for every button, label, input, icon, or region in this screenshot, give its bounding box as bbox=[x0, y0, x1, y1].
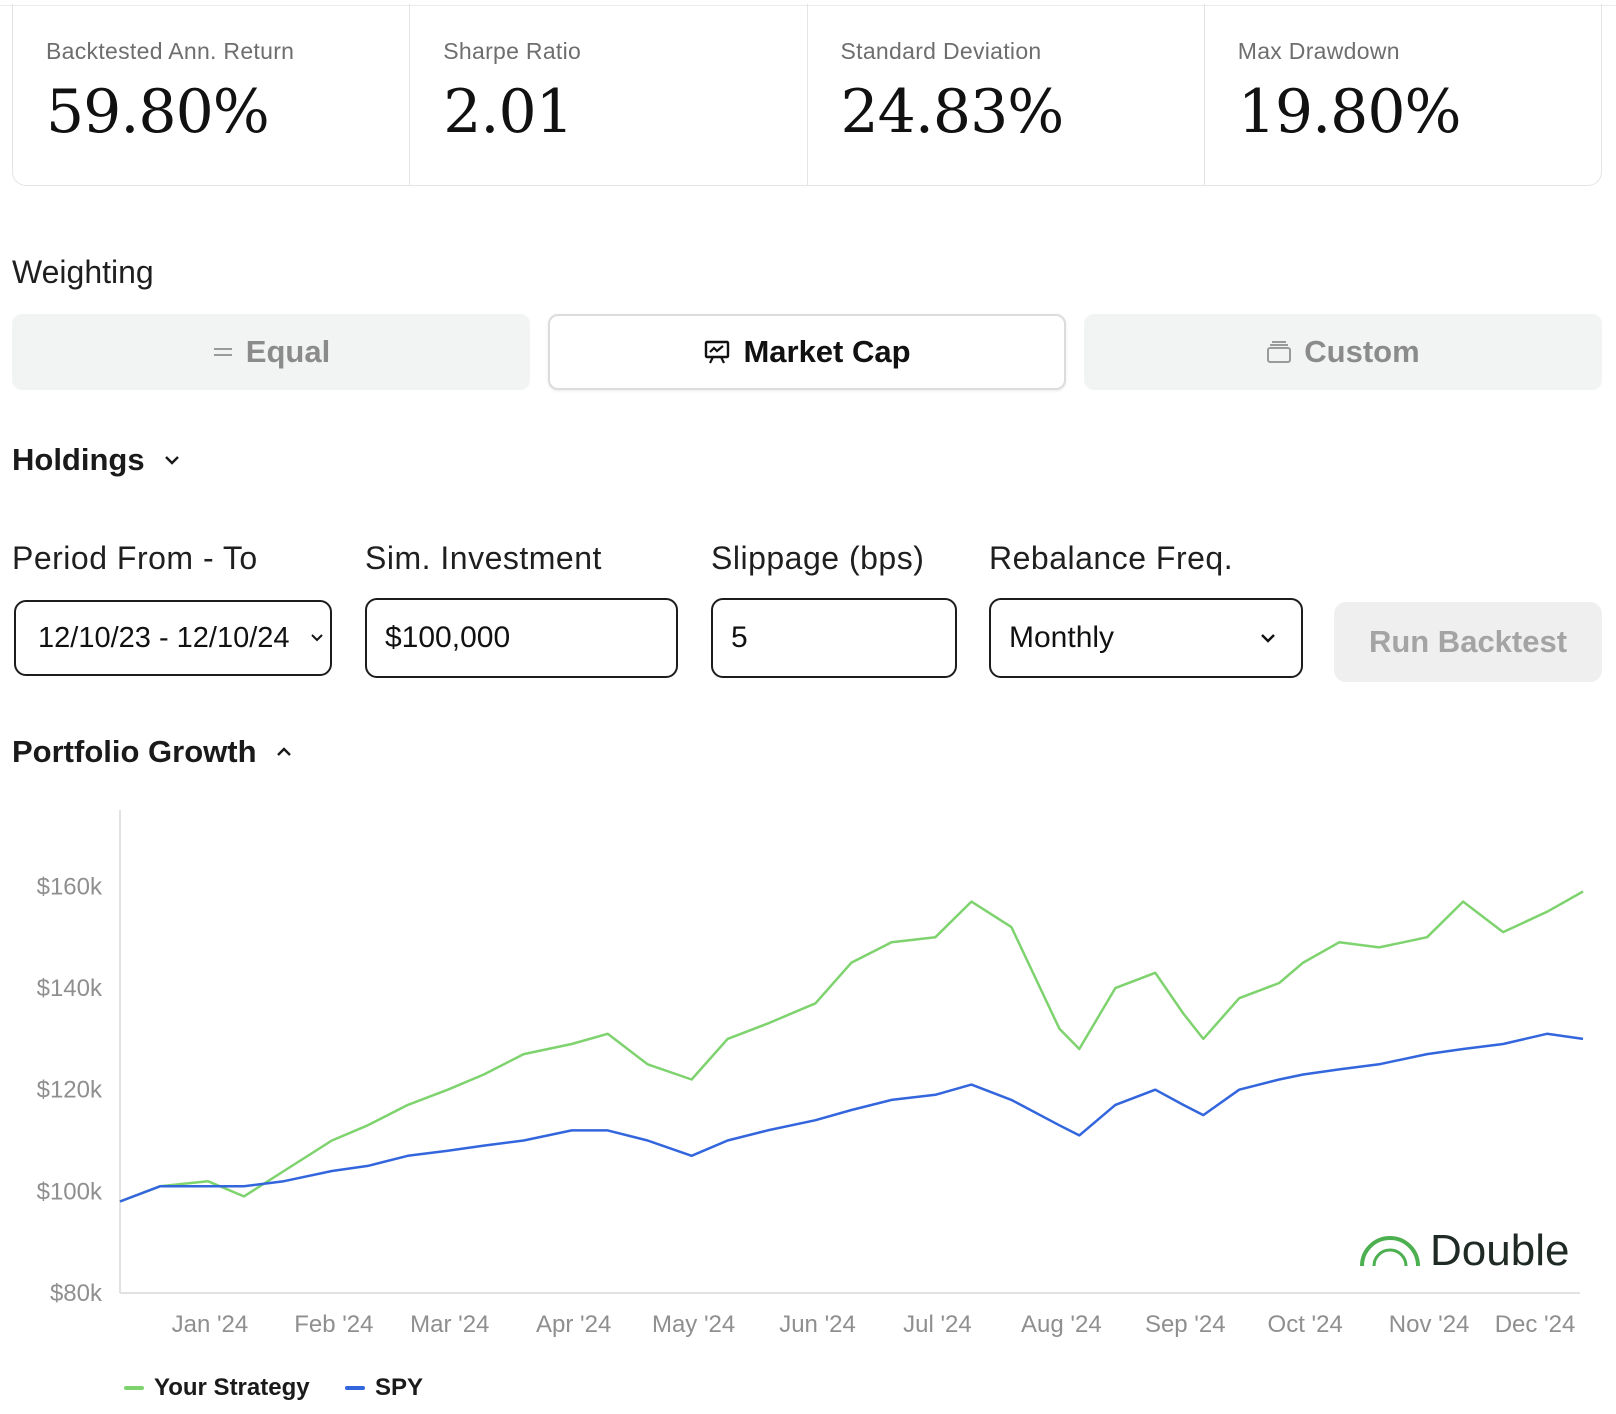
holdings-toggle[interactable]: Holdings bbox=[12, 442, 181, 478]
rebalance-label: Rebalance Freq. bbox=[989, 540, 1234, 576]
double-logo: Double bbox=[1360, 1226, 1569, 1275]
weighting-custom-button[interactable]: Custom bbox=[1084, 314, 1602, 390]
weighting-market-cap-label: Market Cap bbox=[743, 334, 911, 369]
chevron-up-icon bbox=[275, 746, 293, 758]
run-backtest-button[interactable]: Run Backtest bbox=[1334, 602, 1602, 682]
legend-label: Your Strategy bbox=[154, 1374, 310, 1401]
equals-icon bbox=[212, 344, 234, 360]
holdings-label: Holdings bbox=[12, 442, 145, 477]
rebalance-value: Monthly bbox=[1009, 621, 1115, 654]
x-tick-label: Mar '24 bbox=[410, 1311, 489, 1338]
investment-label: Sim. Investment bbox=[365, 540, 602, 576]
legend-swatch-spy bbox=[345, 1386, 365, 1390]
stat-value: 59.80% bbox=[46, 77, 270, 147]
x-tick-label: Jan '24 bbox=[172, 1311, 249, 1338]
stat-annual-return: Backtested Ann. Return 59.80% bbox=[13, 4, 411, 185]
stat-max-drawdown: Max Drawdown 19.80% bbox=[1205, 4, 1601, 185]
x-tick-label: Jul '24 bbox=[903, 1311, 972, 1338]
weighting-custom-label: Custom bbox=[1304, 334, 1420, 369]
x-tick-label: May '24 bbox=[652, 1311, 735, 1338]
legend-item-strategy: Your Strategy bbox=[124, 1374, 310, 1402]
stats-panel: Backtested Ann. Return 59.80% Sharpe Rat… bbox=[12, 4, 1602, 186]
period-value: 12/10/23 - 12/10/24 bbox=[38, 621, 290, 654]
x-tick-label: Feb '24 bbox=[294, 1311, 373, 1338]
stat-label: Backtested Ann. Return bbox=[46, 38, 295, 64]
stat-value: 2.01 bbox=[443, 77, 574, 147]
x-tick-label: Jun '24 bbox=[779, 1311, 856, 1338]
legend-item-spy: SPY bbox=[345, 1374, 423, 1402]
slippage-input[interactable]: 5 bbox=[711, 598, 957, 678]
stat-label: Max Drawdown bbox=[1237, 38, 1400, 64]
period-label: Period From - To bbox=[12, 540, 258, 576]
y-tick-label: $100k bbox=[37, 1178, 103, 1205]
period-select[interactable]: 12/10/23 - 12/10/24 bbox=[14, 600, 332, 676]
y-tick-label: $80k bbox=[50, 1280, 103, 1307]
x-tick-label: Oct '24 bbox=[1268, 1311, 1343, 1338]
investment-value: $100,000 bbox=[385, 621, 511, 654]
double-logo-text: Double bbox=[1430, 1226, 1569, 1275]
series-line-spy bbox=[119, 1032, 1584, 1203]
stat-sharpe-ratio: Sharpe Ratio 2.01 bbox=[410, 4, 808, 185]
x-tick-label: Dec '24 bbox=[1495, 1311, 1576, 1338]
double-logo-arc-icon bbox=[1360, 1236, 1420, 1267]
x-tick-label: Sep '24 bbox=[1145, 1311, 1226, 1338]
weighting-label: Weighting bbox=[12, 254, 154, 290]
y-tick-label: $160k bbox=[37, 873, 103, 900]
chevron-down-icon bbox=[163, 454, 181, 466]
y-tick-label: $140k bbox=[37, 975, 103, 1002]
stat-label: Standard Deviation bbox=[840, 38, 1042, 64]
portfolio-growth-label: Portfolio Growth bbox=[12, 734, 257, 769]
top-divider bbox=[0, 0, 1616, 6]
chevron-down-icon bbox=[1259, 632, 1277, 644]
rebalance-select[interactable]: Monthly bbox=[989, 598, 1303, 678]
slippage-label: Slippage (bps) bbox=[711, 540, 925, 576]
stat-value: 19.80% bbox=[1237, 77, 1462, 147]
series-line-your-strategy bbox=[119, 890, 1584, 1203]
investment-input[interactable]: $100,000 bbox=[365, 598, 678, 678]
x-tick-label: Apr '24 bbox=[536, 1311, 611, 1338]
slippage-value: 5 bbox=[731, 621, 748, 654]
layers-icon bbox=[1266, 339, 1292, 365]
y-tick-label: $120k bbox=[37, 1077, 103, 1104]
x-tick-label: Aug '24 bbox=[1021, 1311, 1102, 1338]
x-tick-label: Nov '24 bbox=[1389, 1311, 1470, 1338]
weighting-equal-button[interactable]: Equal bbox=[12, 314, 530, 390]
weighting-equal-label: Equal bbox=[245, 334, 331, 369]
portfolio-growth-toggle[interactable]: Portfolio Growth bbox=[12, 734, 293, 770]
weighting-selector: Equal Market Cap Custom bbox=[12, 314, 1602, 390]
stat-standard-deviation: Standard Deviation 24.83% bbox=[808, 4, 1205, 185]
presentation-chart-icon bbox=[703, 338, 731, 366]
legend-label: SPY bbox=[375, 1374, 424, 1401]
chevron-down-icon bbox=[310, 633, 324, 643]
stat-label: Sharpe Ratio bbox=[443, 38, 582, 64]
legend-swatch-strategy bbox=[124, 1386, 144, 1390]
stat-value: 24.83% bbox=[840, 77, 1065, 147]
weighting-market-cap-button[interactable]: Market Cap bbox=[548, 314, 1066, 390]
portfolio-growth-chart: $80k $100k $120k $140k $160k Jan '24 Feb '24 M… bbox=[37, 810, 1584, 1338]
